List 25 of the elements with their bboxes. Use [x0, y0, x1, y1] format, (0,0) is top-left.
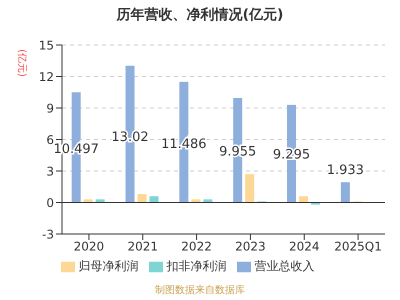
legend-label: 归母净利润: [78, 259, 138, 273]
y-tick-label: 9: [46, 101, 54, 116]
x-tick-label: 2024: [288, 240, 320, 254]
bar: [245, 174, 254, 202]
bar: [299, 196, 308, 202]
bar: [138, 194, 147, 202]
text: 制图数据来自数据库: [154, 284, 246, 297]
legend-label: 扣非净利润: [166, 259, 226, 273]
y-tick-label: 12: [38, 70, 54, 84]
y-tick-label: 15: [38, 38, 54, 52]
bar: [150, 196, 159, 202]
y-tick-label: 3: [46, 164, 54, 178]
x-tick-label: 2021: [127, 240, 158, 254]
x-tick-label: 2020: [74, 240, 104, 254]
y-tick-label: 0: [46, 196, 54, 210]
legend-label: 营业总收入: [254, 259, 314, 273]
bar: [340, 182, 350, 202]
y-tick-label: 6: [46, 132, 54, 147]
chart-title: 历年营收、净利情况(亿元): [115, 6, 284, 24]
x-tick-label: 2025Q1: [334, 240, 382, 254]
x-tick-label: 2022: [181, 240, 212, 254]
x-tick-label: 2023: [235, 240, 266, 254]
data-label: 1.933: [326, 163, 364, 178]
y-tick-label: -3: [42, 227, 54, 242]
y-axis-title: (亿元): [15, 43, 29, 83]
